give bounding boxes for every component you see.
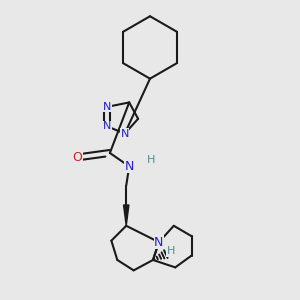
Polygon shape <box>124 205 129 226</box>
Text: N: N <box>154 236 164 249</box>
Text: N: N <box>121 129 129 139</box>
Text: H: H <box>147 155 156 165</box>
Text: O: O <box>72 151 82 164</box>
Text: H: H <box>167 246 175 256</box>
Text: N: N <box>103 121 111 131</box>
Text: N: N <box>103 102 111 112</box>
Text: N: N <box>124 160 134 173</box>
